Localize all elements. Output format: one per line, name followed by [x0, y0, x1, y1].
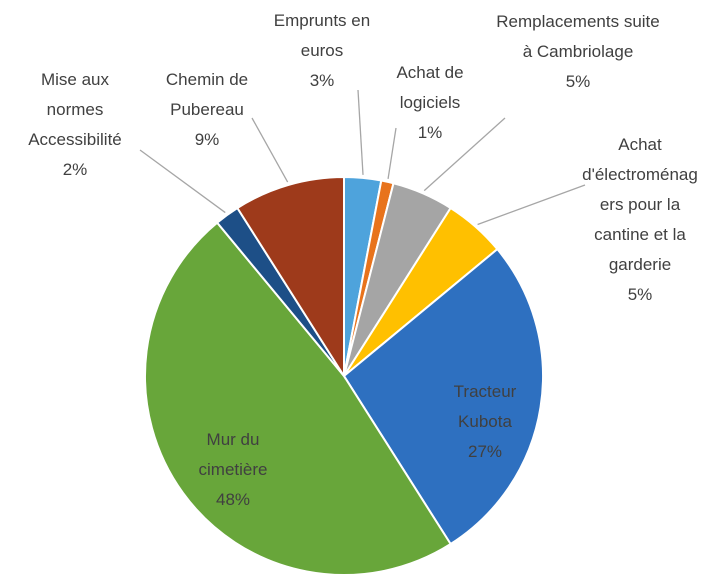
- leader-line: [139, 149, 226, 214]
- data-label: Mise aux normes Accessibilité 2%: [16, 65, 134, 185]
- data-label: Achat de logiciels 1%: [380, 58, 480, 148]
- category-label: Remplacements suite à Cambriolage: [496, 12, 660, 61]
- value-label: 5%: [627, 285, 653, 304]
- pie-slice: [342, 247, 544, 546]
- data-label: Emprunts en euros 3%: [252, 6, 392, 96]
- leader-line: [357, 89, 364, 175]
- value-label: 3%: [309, 71, 335, 90]
- data-label: Achat d'électroménagers pour la cantine …: [578, 130, 703, 310]
- value-label: 27%: [467, 442, 503, 461]
- data-label: Chemin de Pubereau 9%: [152, 65, 262, 155]
- value-label: 2%: [62, 160, 88, 179]
- category-label: Emprunts en euros: [273, 11, 371, 60]
- value-label: 48%: [215, 490, 251, 509]
- data-label: Mur du cimetière 48%: [178, 425, 288, 515]
- category-label: Mise aux normes Accessibilité: [28, 70, 122, 149]
- value-label: 5%: [565, 72, 591, 91]
- data-label: Tracteur Kubota 27%: [430, 377, 540, 467]
- value-label: 1%: [417, 123, 443, 142]
- leader-line: [423, 117, 506, 192]
- pie-slice: [144, 221, 453, 576]
- value-label: 9%: [194, 130, 220, 149]
- leader-line: [251, 117, 289, 183]
- category-label: Chemin de Pubereau: [165, 70, 249, 119]
- data-label: Remplacements suite à Cambriolage 5%: [491, 7, 666, 97]
- category-label: Achat d'électroménagers pour la cantine …: [582, 135, 698, 274]
- pie-slice: [235, 175, 345, 380]
- category-label: Achat de logiciels: [396, 63, 464, 112]
- leader-line: [387, 127, 397, 179]
- category-label: Mur du cimetière: [198, 430, 268, 479]
- category-label: Tracteur Kubota: [453, 382, 517, 431]
- leader-line: [477, 184, 586, 226]
